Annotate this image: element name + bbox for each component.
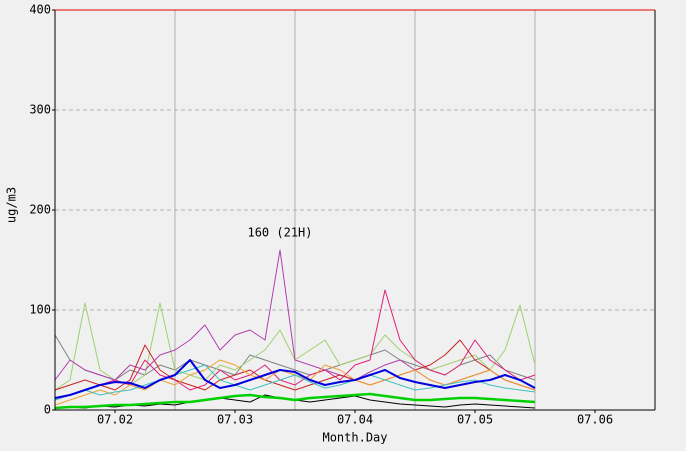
y-axis-label: ug/m3 [5, 187, 19, 223]
y-tick-label: 200 [29, 203, 51, 217]
series-line [54, 339, 536, 391]
series-line [54, 359, 536, 399]
x-tick-label: 07.04 [337, 413, 373, 427]
y-tick-label: 0 [44, 403, 51, 417]
series-line [54, 289, 536, 401]
x-tick-label: 07.05 [457, 413, 493, 427]
x-axis-label: Month.Day [322, 431, 387, 445]
y-tick-label: 100 [29, 303, 51, 317]
series-line [54, 364, 536, 401]
series-line [54, 392, 536, 410]
x-tick-label: 07.02 [97, 413, 133, 427]
annotation: 160 (21H) [247, 226, 312, 240]
y-tick-label: 300 [29, 103, 51, 117]
y-tick-label: 400 [29, 3, 51, 17]
x-tick-label: 07.03 [217, 413, 253, 427]
x-tick-label: 07.06 [577, 413, 613, 427]
